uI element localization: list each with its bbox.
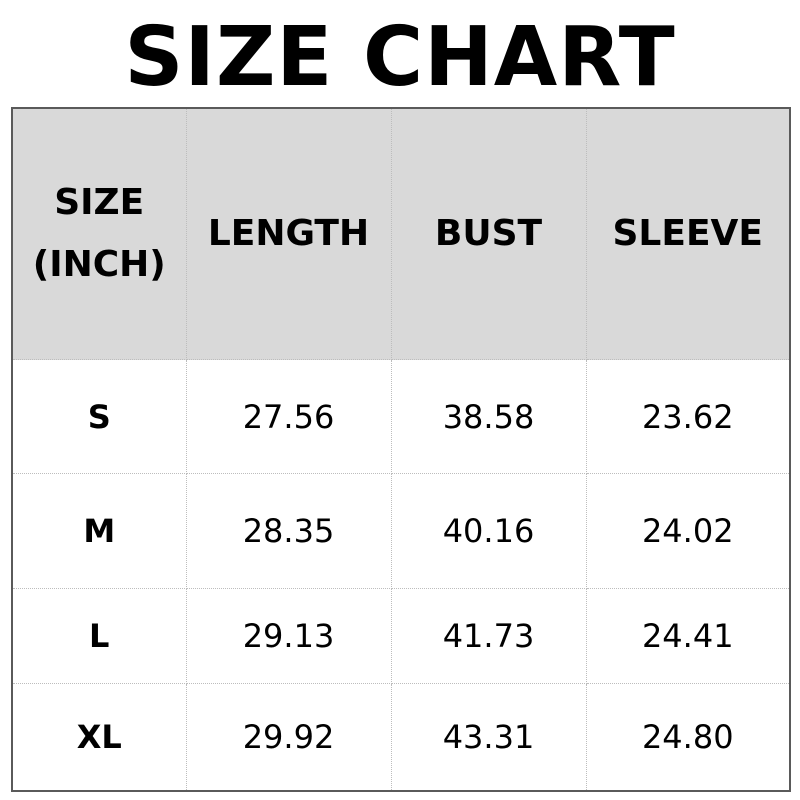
cell-sleeve: 24.80 [585, 683, 791, 791]
cell-sleeve: 23.62 [585, 359, 791, 474]
header-size-line1: SIZE [54, 182, 145, 223]
cell-length: 29.92 [185, 683, 392, 791]
cell-size: L [11, 588, 187, 684]
table-row: L 29.13 41.73 24.41 [11, 588, 791, 684]
header-row: SIZE (INCH) LENGTH BUST SLEEVE [11, 107, 791, 360]
cell-bust: 40.16 [390, 473, 587, 589]
page-title: SIZE CHART [124, 10, 676, 105]
cell-size: XL [11, 683, 187, 791]
table-row: S 27.56 38.58 23.62 [11, 359, 791, 474]
size-chart-table: SIZE (INCH) LENGTH BUST SLEEVE S 27.56 38.5… [11, 107, 791, 792]
table-row: M 28.35 40.16 24.02 [11, 473, 791, 589]
cell-length: 27.56 [185, 359, 392, 474]
cell-sleeve: 24.41 [585, 588, 791, 684]
header-size: SIZE (INCH) [11, 107, 187, 360]
cell-bust: 41.73 [390, 588, 587, 684]
cell-bust: 43.31 [390, 683, 587, 791]
header-sleeve: SLEEVE [585, 107, 791, 360]
cell-bust: 38.58 [390, 359, 587, 474]
cell-size: S [11, 359, 187, 474]
cell-size: M [11, 473, 187, 589]
table-row: XL 29.92 43.31 24.80 [11, 683, 791, 791]
cell-length: 29.13 [185, 588, 392, 684]
cell-sleeve: 24.02 [585, 473, 791, 589]
header-size-line2: (INCH) [32, 244, 166, 285]
header-bust: BUST [390, 107, 587, 360]
header-length: LENGTH [185, 107, 392, 360]
cell-length: 28.35 [185, 473, 392, 589]
